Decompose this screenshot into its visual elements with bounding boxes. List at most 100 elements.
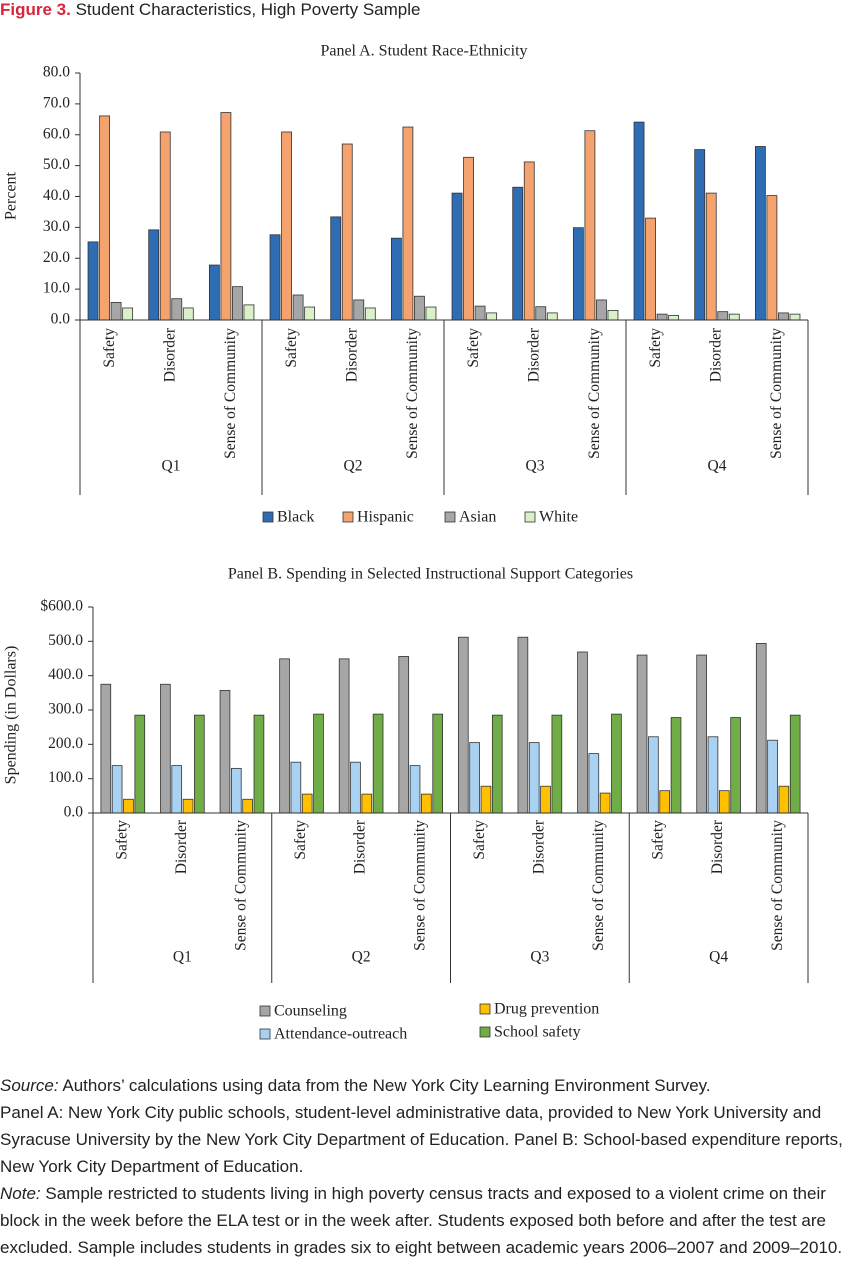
group-label: Q2	[352, 949, 371, 966]
bar	[253, 714, 265, 814]
legend-swatch	[259, 1005, 271, 1017]
bar	[171, 298, 183, 321]
group-label: Q1	[173, 949, 192, 966]
y-tick-label: 40.0	[43, 187, 70, 204]
bar	[281, 131, 292, 321]
group-label: Q3	[530, 949, 549, 966]
bar	[584, 130, 596, 321]
x-tick-label: Safety	[101, 328, 118, 368]
bar	[596, 299, 607, 321]
x-tick-label: Sense of Community	[590, 820, 607, 951]
bar	[372, 713, 384, 814]
bar	[572, 227, 584, 321]
charts: Panel A. Student Race-Ethnicity Percent 0.…	[3, 43, 809, 1043]
bar	[361, 793, 373, 814]
bar	[517, 636, 529, 814]
bar	[425, 306, 437, 321]
bar	[194, 714, 205, 814]
y-tick-label: 0.0	[51, 311, 71, 328]
bar	[219, 690, 231, 814]
legend-swatch	[342, 511, 354, 523]
bar	[577, 651, 588, 814]
bar	[451, 192, 463, 321]
bar	[100, 683, 112, 814]
bar	[670, 717, 682, 814]
bar	[755, 642, 767, 814]
bar	[99, 115, 110, 321]
legend-swatch	[524, 511, 536, 523]
bar	[338, 658, 350, 814]
bar	[486, 312, 498, 321]
bar	[463, 156, 474, 321]
bar	[182, 307, 194, 321]
x-tick-label: Disorder	[708, 327, 725, 382]
chart-title: Panel B. Spending in Selected Instructio…	[228, 566, 633, 583]
y-tick-label: 10.0	[43, 280, 70, 297]
legend-swatch	[479, 1003, 491, 1015]
bar	[546, 312, 558, 321]
bar	[304, 306, 316, 321]
bar	[232, 286, 243, 321]
chart-title: Panel A. Student Race-Ethnicity	[320, 43, 527, 60]
bar	[148, 229, 160, 321]
bar	[469, 742, 480, 814]
bar	[611, 713, 622, 814]
bar	[778, 312, 789, 321]
bar	[656, 313, 668, 321]
bar	[767, 739, 778, 814]
x-tick-label: Sense of Community	[586, 328, 603, 459]
legend-swatch	[262, 511, 274, 523]
bar	[301, 793, 313, 814]
bar	[588, 753, 600, 814]
bar	[87, 241, 99, 321]
bar	[313, 713, 324, 814]
x-tick-label: Disorder	[162, 327, 179, 382]
x-tick-label: Safety	[471, 820, 488, 860]
group-label: Q1	[162, 458, 181, 475]
x-tick-label: Safety	[113, 820, 130, 860]
bar	[457, 636, 469, 814]
legend-label: White	[539, 509, 578, 526]
x-tick-label: Safety	[647, 328, 664, 368]
legend-swatch	[444, 511, 456, 523]
bar	[480, 785, 492, 814]
bar	[728, 313, 740, 321]
notes: Source: Authors’ calculations using data…	[0, 1072, 867, 1261]
bar	[633, 121, 645, 321]
bar	[607, 310, 619, 321]
bar	[220, 112, 232, 321]
bar	[491, 714, 503, 814]
bar	[636, 654, 648, 814]
bar	[528, 742, 540, 814]
bar	[330, 216, 342, 321]
y-tick-label: 500.0	[48, 632, 83, 649]
x-tick-label: Disorder	[709, 819, 726, 874]
bar	[398, 656, 410, 814]
bar	[535, 306, 547, 321]
bar	[122, 307, 134, 321]
bar	[778, 785, 790, 814]
bar	[694, 149, 706, 321]
bar	[159, 131, 171, 321]
x-tick-label: Sense of Community	[768, 328, 785, 459]
bar	[290, 761, 302, 814]
bar	[242, 798, 253, 814]
bar	[523, 161, 535, 321]
bar	[364, 307, 376, 321]
legend-label: Attendance-outreach	[274, 1026, 407, 1043]
bar	[230, 767, 242, 814]
x-tick-label: Safety	[465, 328, 482, 368]
x-tick-label: Sense of Community	[769, 820, 786, 951]
note: Note: Sample restricted to students livi…	[0, 1180, 867, 1261]
bar	[134, 714, 146, 814]
group-label: Q4	[709, 949, 728, 966]
bar	[421, 793, 432, 814]
x-tick-label: Safety	[292, 820, 309, 860]
bar	[696, 654, 707, 814]
bar	[432, 713, 444, 814]
bar	[160, 683, 171, 814]
legend-label: Black	[277, 509, 314, 526]
bar	[718, 790, 730, 814]
x-tick-label: Sense of Community	[233, 820, 250, 951]
